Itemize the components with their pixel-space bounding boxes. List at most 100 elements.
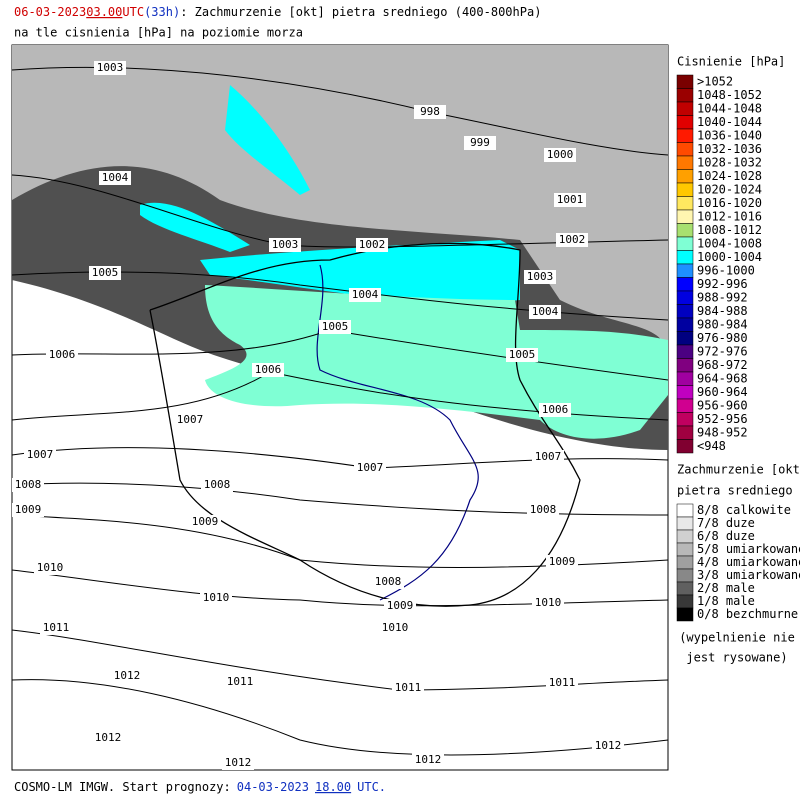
legend-label: >1052 (697, 75, 733, 89)
isobar-label-bg (201, 478, 233, 492)
isobar-label: 1009 (549, 555, 576, 568)
isobar-label: 1010 (382, 621, 409, 634)
isobar-label: 1009 (387, 599, 414, 612)
legend-swatch (676, 142, 694, 157)
isobar-label: 998 (420, 105, 440, 118)
legend-swatch (676, 101, 694, 116)
legend-swatch (676, 425, 694, 440)
isobar-label-bg (527, 503, 559, 517)
legend-swatch (676, 290, 694, 305)
legend-label: 1000-1004 (697, 250, 762, 264)
legend-swatch (676, 503, 694, 518)
isobar-label-bg (372, 575, 404, 589)
isobar-label: 1008 (375, 575, 402, 588)
isobar-label: 1008 (530, 503, 557, 516)
isobar-label-bg (111, 669, 143, 683)
legend-swatch (676, 581, 694, 596)
isobar-label-bg (379, 621, 411, 635)
legend-label: 7/8 duze (697, 516, 755, 530)
isobar-label: 1007 (27, 448, 54, 461)
isobar-label: 1012 (95, 731, 122, 744)
legend-label: 964-968 (697, 372, 748, 386)
legend-label: 1036-1040 (697, 129, 762, 143)
pressure-area (140, 202, 250, 252)
legend-swatch (676, 412, 694, 427)
pressure-area (225, 85, 310, 195)
legend-swatch (676, 529, 694, 544)
isobar-label: 1006 (542, 403, 569, 416)
legend-label: 6/8 duze (697, 529, 755, 543)
isobar-labels: 1003 998 999 1000 1004 1001 1003 1002 1002 1005 10… (12, 61, 624, 770)
isobar-label: 1004 (102, 171, 129, 184)
legend-swatch (676, 182, 694, 197)
legend-label: 1044-1048 (697, 102, 762, 116)
legend-label: 8/8 calkowite (697, 503, 791, 517)
isobar-label-bg (12, 503, 44, 517)
isobar-label: 1008 (15, 478, 42, 491)
footer-part: 18.00 (315, 780, 351, 794)
legend-swatch (676, 516, 694, 531)
legend-swatch (676, 263, 694, 278)
legend-label: 1016-1020 (697, 196, 762, 210)
isobar-label: 1009 (192, 515, 219, 528)
pressure-area (200, 240, 520, 303)
isobar-label-bg (356, 238, 388, 252)
isobar-label: 1012 (595, 739, 622, 752)
isobar-label: 1010 (535, 596, 562, 609)
isobar-label-bg (174, 413, 206, 427)
header-part: : Zachmurzenie [okt] pietra sredniego (4… (180, 5, 541, 19)
legend-label: 1008-1012 (697, 223, 762, 237)
legend-label: <948 (697, 439, 726, 453)
isobar-label: 1004 (352, 288, 379, 301)
legend-swatch (676, 331, 694, 346)
legend-label: 976-980 (697, 331, 748, 345)
isobar-label: 1006 (255, 363, 282, 376)
isobar-label: 1002 (559, 233, 586, 246)
legend-swatch (676, 344, 694, 359)
isobar-label-bg (24, 448, 56, 462)
legend-swatch (676, 74, 694, 89)
isobar-label-bg (349, 288, 381, 302)
isobar-label: 1012 (415, 753, 442, 766)
isobar-label: 1004 (532, 305, 559, 318)
isobar-label: 1010 (203, 591, 230, 604)
isobar-label-bg (539, 403, 571, 417)
isobar-label-bg (224, 675, 256, 689)
legend-swatch (676, 223, 694, 238)
legend-label: 5/8 umiarkowane (697, 542, 800, 556)
isobar-label-bg (414, 105, 446, 119)
isobar-label-bg (392, 681, 424, 695)
isobar-label-bg (412, 753, 444, 767)
isobar-label-bg (12, 478, 44, 492)
header-part: 06-03-2023 (14, 5, 86, 19)
isobar-label: 1005 (509, 348, 536, 361)
legend-label: 948-952 (697, 426, 748, 440)
legend-swatch (676, 115, 694, 130)
legend-label: 1/8 male (697, 594, 755, 608)
isobar-label-bg (506, 348, 538, 362)
isobar-label: 1006 (49, 348, 76, 361)
legend-label: 1020-1024 (697, 183, 762, 197)
footer-part: 04-03-2023 (237, 780, 309, 794)
legend-label: 0/8 bezchmurne (697, 607, 798, 621)
isobar-label-bg (592, 739, 624, 753)
legend-swatch (676, 304, 694, 319)
pressure-legend: >10521048-10521044-10481040-10441036-104… (676, 74, 762, 454)
legend-swatch (676, 209, 694, 224)
legend-swatch (676, 371, 694, 386)
isobar-label-bg (89, 266, 121, 280)
isobar-label-bg (546, 555, 578, 569)
isobar-label-bg (354, 461, 386, 475)
cloud-legend-title: Zachmurzenie [okt] (677, 463, 800, 477)
isobar-label: 1003 (272, 238, 299, 251)
isobar-label-bg (319, 320, 351, 334)
isobar-label: 999 (470, 136, 490, 149)
legend-label: 4/8 umiarkowane (697, 555, 800, 569)
isobar-label-bg (99, 171, 131, 185)
legend-label: 960-964 (697, 385, 748, 399)
isobar-label-bg (40, 621, 72, 635)
footer-part: UTC. (357, 780, 386, 794)
cloud-legend-note: jest rysowane) (686, 651, 787, 665)
